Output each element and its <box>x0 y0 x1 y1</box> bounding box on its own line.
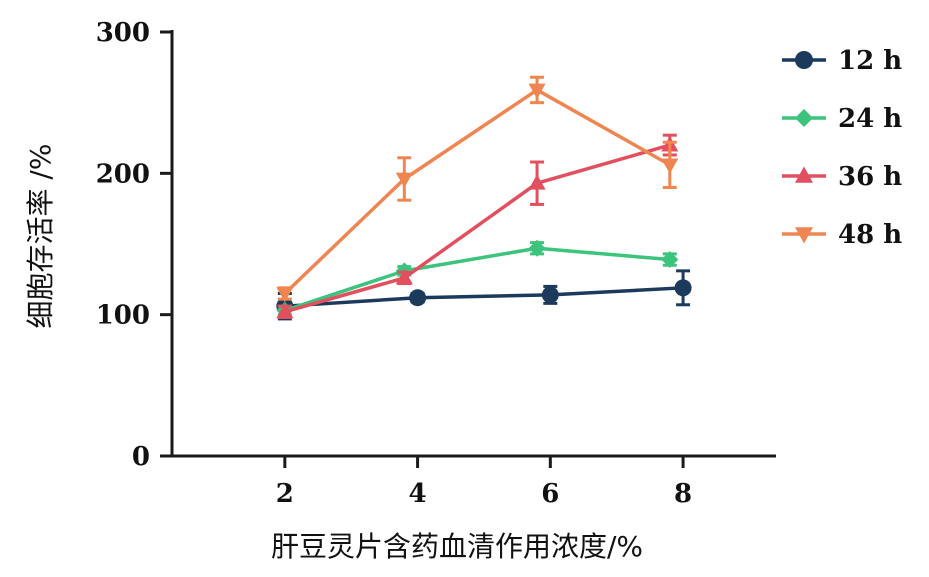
legend-item: 24 h <box>782 104 902 134</box>
legend-marker-icon <box>795 166 813 183</box>
x-axis-title: 肝豆灵片含药血清作用浓度/% <box>271 530 643 563</box>
x-tick-label: 4 <box>409 479 427 509</box>
x-tick-label: 8 <box>674 479 692 509</box>
y-tick-label: 200 <box>96 159 150 189</box>
axes: 0 100 200 300 2 4 6 8 <box>96 18 776 509</box>
legend-label: 24 h <box>838 104 902 134</box>
data-point <box>528 174 546 190</box>
y-tick-label: 300 <box>96 18 150 48</box>
series-36h <box>276 133 679 319</box>
data-point <box>395 268 413 285</box>
series-layer <box>276 75 692 321</box>
legend-label: 36 h <box>838 162 902 192</box>
legend-label: 48 h <box>838 220 902 250</box>
data-point <box>541 286 559 304</box>
data-point <box>661 251 679 269</box>
legend-marker-icon <box>795 51 813 69</box>
series-48h <box>276 75 679 303</box>
data-point <box>276 287 294 303</box>
legend-item: 36 h <box>782 162 902 192</box>
legend-item: 48 h <box>782 220 902 250</box>
legend-label: 12 h <box>838 46 902 76</box>
y-axis-title: 细胞存活率 /% <box>24 144 57 329</box>
x-tick-label: 6 <box>541 479 559 509</box>
legend-marker-icon <box>795 227 813 244</box>
legend: 12 h 24 h 36 h 48 h <box>782 46 902 250</box>
series-24h <box>276 239 679 319</box>
data-point <box>395 172 413 188</box>
legend-item: 12 h <box>782 46 902 76</box>
data-point <box>661 158 679 174</box>
data-point <box>528 83 546 99</box>
data-point <box>409 289 427 307</box>
legend-marker-icon <box>795 109 813 127</box>
series-line <box>284 246 670 313</box>
series-line <box>284 286 684 308</box>
series-line <box>283 88 671 295</box>
series-line <box>284 143 671 314</box>
data-point <box>528 239 546 257</box>
data-point <box>674 279 692 297</box>
data-point <box>276 302 294 319</box>
y-tick-label: 100 <box>96 301 150 331</box>
x-tick-label: 2 <box>276 479 294 509</box>
y-tick-label: 0 <box>132 442 150 472</box>
